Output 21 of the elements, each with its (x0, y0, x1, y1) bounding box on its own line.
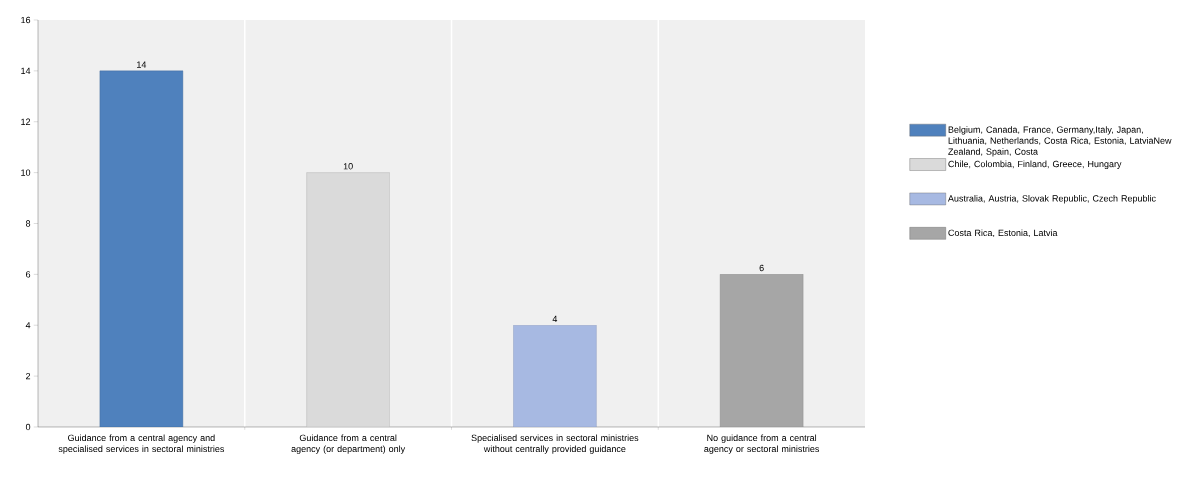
legend-label: Costa Rica, Estonia, Latvia (948, 229, 1058, 238)
y-tick-label: 10 (21, 169, 31, 176)
y-tick-label: 6 (26, 271, 31, 278)
y-tick-label: 16 (21, 16, 31, 24)
y-tick-label: 4 (25, 322, 31, 329)
data-label: 10 (343, 163, 353, 170)
y-tick-label: 14 (21, 67, 31, 74)
data-label: 4 (552, 315, 558, 323)
x-tick-label: No guidance from a central agency or sectoral ministries (704, 434, 820, 454)
x-tick-label: Guidance from a central agency (or department) only (291, 434, 406, 454)
y-tick-label: 0 (25, 423, 31, 431)
x-tick-label: Specialised services in sectoral ministries without centrally provided guidance (471, 434, 639, 454)
legend-label: Belgium, Canada, France, Germany,Italy, Japan, Lithuania, Netherlands, Costa Rica, Estonia, LatviaNew Zealand, Spain, Costa (948, 126, 1172, 157)
y-tick-label: 8 (25, 220, 31, 227)
legend-label: Chile, Colombia, Finland, Greece, Hungary (948, 160, 1122, 169)
x-tick-label: Guidance from a central agency and specialised services in sectoral ministries (58, 434, 225, 454)
legend-label: Australia, Austria, Slovak Republic, Czech Republic (947, 195, 1156, 204)
data-label: 6 (759, 264, 764, 272)
y-tick-label: 2 (26, 372, 31, 380)
data-label: 14 (137, 61, 147, 68)
y-tick-label: 12 (21, 118, 31, 125)
